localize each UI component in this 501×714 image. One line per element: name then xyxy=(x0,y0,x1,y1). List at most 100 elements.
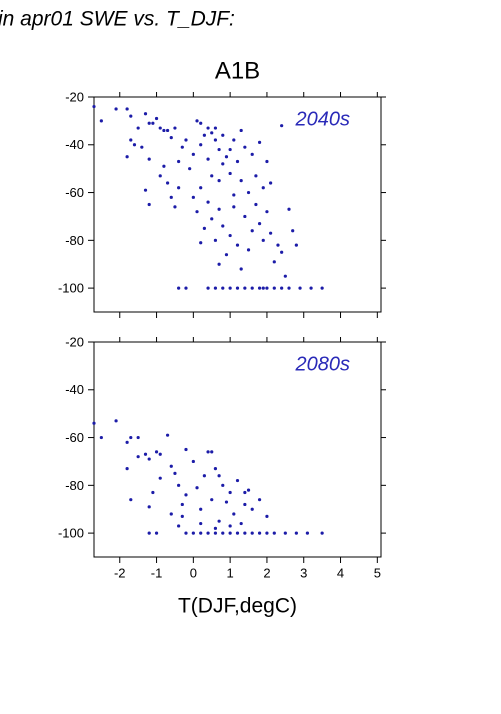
point xyxy=(243,490,247,495)
point xyxy=(228,147,232,152)
point xyxy=(213,286,218,290)
point xyxy=(235,243,240,247)
point xyxy=(283,531,287,535)
point xyxy=(265,514,269,518)
point xyxy=(191,459,195,464)
point xyxy=(169,464,173,468)
point xyxy=(213,526,218,530)
point xyxy=(140,145,144,149)
point xyxy=(206,157,210,161)
point xyxy=(257,498,262,502)
point xyxy=(143,452,148,456)
point xyxy=(195,486,199,490)
point xyxy=(177,186,181,190)
point xyxy=(92,104,96,109)
point xyxy=(309,286,313,290)
point xyxy=(221,531,225,535)
point xyxy=(173,471,177,475)
x-axis-label: T(DJF,degC) xyxy=(178,595,297,618)
point xyxy=(206,450,210,454)
point xyxy=(154,116,159,121)
point xyxy=(206,286,210,290)
point xyxy=(165,181,170,185)
point xyxy=(224,155,229,159)
point xyxy=(250,531,254,535)
point xyxy=(169,195,173,199)
x-tick-label: 2 xyxy=(263,565,270,580)
point xyxy=(232,512,236,516)
point xyxy=(287,286,291,290)
point xyxy=(165,128,170,133)
x-tick-label: 4 xyxy=(337,565,344,580)
x-tick-label: 5 xyxy=(374,565,381,580)
point xyxy=(217,147,221,152)
point xyxy=(272,531,276,535)
point xyxy=(162,128,166,133)
point xyxy=(217,519,221,523)
y-tick-label: -20 xyxy=(65,89,84,104)
y-tick-label: -60 xyxy=(65,185,84,200)
point xyxy=(129,435,133,440)
point xyxy=(199,186,203,190)
point xyxy=(280,250,284,254)
y-tick-label: -60 xyxy=(65,430,84,445)
point xyxy=(224,253,229,257)
point xyxy=(158,126,162,130)
point xyxy=(232,205,236,209)
point xyxy=(114,107,118,111)
point xyxy=(235,531,240,535)
point xyxy=(217,474,221,478)
point xyxy=(158,476,162,480)
point xyxy=(210,131,214,135)
point xyxy=(269,231,273,235)
point xyxy=(195,119,199,123)
point xyxy=(228,171,232,176)
point xyxy=(250,507,254,511)
point xyxy=(269,181,273,185)
point xyxy=(184,286,188,290)
point xyxy=(210,498,214,502)
point xyxy=(280,124,284,128)
point xyxy=(180,145,184,149)
x-tick-label: -2 xyxy=(114,565,126,580)
point xyxy=(188,167,192,171)
point xyxy=(202,226,206,230)
point xyxy=(257,222,262,226)
point xyxy=(177,159,181,164)
point xyxy=(199,531,203,535)
point xyxy=(254,202,258,207)
point xyxy=(162,164,166,168)
point xyxy=(177,286,181,290)
y-tick-label: -100 xyxy=(58,526,84,541)
point xyxy=(232,138,236,142)
point xyxy=(250,286,254,290)
point xyxy=(217,207,221,211)
point xyxy=(143,188,148,192)
point xyxy=(165,433,170,437)
point xyxy=(228,531,232,535)
axes xyxy=(88,337,386,563)
point xyxy=(243,286,247,290)
point xyxy=(213,531,218,535)
point xyxy=(173,205,177,209)
point xyxy=(228,233,232,238)
point xyxy=(265,210,269,214)
point xyxy=(239,179,243,183)
point xyxy=(195,210,199,214)
axes xyxy=(88,92,386,318)
point xyxy=(184,447,188,452)
point xyxy=(169,136,173,140)
point xyxy=(199,521,203,526)
plot-frame xyxy=(93,341,382,558)
point xyxy=(221,286,225,290)
point xyxy=(250,152,254,156)
point xyxy=(132,143,137,147)
point xyxy=(261,286,265,290)
point xyxy=(191,195,195,199)
point xyxy=(129,498,133,502)
point xyxy=(147,531,151,535)
point xyxy=(221,224,225,228)
point xyxy=(243,145,247,149)
y-tick-label: -20 xyxy=(65,334,84,349)
